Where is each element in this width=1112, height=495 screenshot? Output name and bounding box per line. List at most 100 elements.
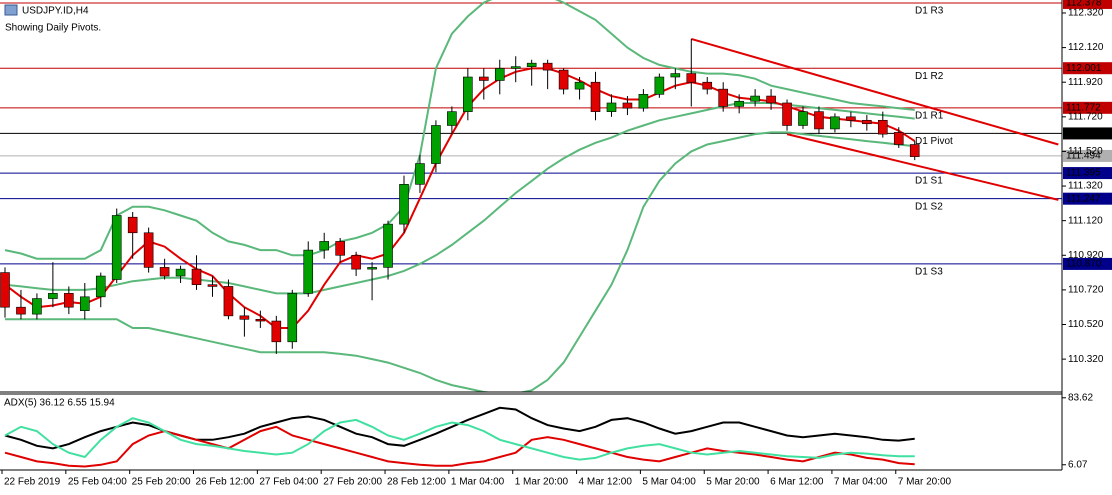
candle-body	[734, 100, 744, 107]
pivot-label: 111.772	[1066, 102, 1101, 113]
candle-body	[798, 111, 808, 126]
candle-body	[335, 241, 345, 256]
price-plot	[0, 0, 1062, 392]
overlay: 111.494 D1 R3 112.378 D1 R2 112.001 D1 R1 111.…	[915, 0, 1112, 278]
candle-body	[303, 249, 314, 294]
current-price-box	[1063, 149, 1112, 162]
x-tick-label: 4 Mar 12:00	[579, 477, 633, 488]
pivot-name: D1 R3	[915, 6, 944, 17]
candle-body	[526, 62, 537, 67]
y-tick-label: 111.320	[1068, 181, 1103, 192]
candle-body	[255, 319, 266, 322]
candle-body	[814, 111, 824, 130]
adx-plot	[4, 406, 915, 468]
candle-body	[686, 73, 697, 83]
candle-body	[558, 69, 569, 90]
candle-body	[64, 293, 74, 308]
x-tick-label: 27 Feb 20:00	[323, 477, 382, 488]
y-tick-label: 110.920	[1068, 250, 1104, 261]
candle-body	[750, 95, 760, 102]
x-tick-label: 6 Mar 12:00	[770, 477, 824, 488]
y-tick-label: 111.520	[1068, 146, 1103, 157]
pivot-label: 112.001	[1066, 63, 1102, 74]
candle-body	[95, 275, 106, 298]
candle-body	[351, 254, 361, 270]
candle-body	[463, 76, 473, 112]
y-tick-label: 6.07	[1068, 459, 1088, 470]
candle-body	[590, 81, 601, 112]
x-tick-label: 26 Feb 12:00	[196, 477, 255, 488]
pivot-name: D1 R2	[915, 71, 944, 82]
x-tick-label: 7 Mar 20:00	[898, 477, 952, 488]
candle-body	[80, 296, 90, 311]
pivot-label: 112.378	[1066, 0, 1102, 9]
candle-body	[159, 267, 170, 277]
pivot-name: D1 S2	[915, 201, 943, 212]
candle-body	[367, 267, 377, 270]
candle-body	[718, 88, 729, 107]
pivot-box	[1063, 101, 1112, 114]
candle-body	[16, 306, 26, 315]
adx-line	[4, 417, 915, 461]
pivot-label: 111.624	[1066, 128, 1101, 139]
adx-line	[4, 425, 915, 468]
candle-body	[654, 76, 665, 95]
candle-body	[702, 81, 713, 90]
pivot-name: D1 S1	[915, 176, 943, 187]
candle-body	[494, 68, 505, 81]
candle-body	[877, 119, 888, 135]
candle-body	[111, 215, 122, 280]
x-tick-label: 25 Feb 04:00	[68, 477, 127, 488]
candle-body	[207, 284, 218, 287]
x-tick-label: 22 Feb 2019	[4, 477, 61, 488]
y-tick-label: 110.720	[1068, 285, 1104, 296]
trend-line	[691, 37, 1059, 146]
candle-body	[271, 320, 282, 343]
x-tick-label: 5 Mar 20:00	[706, 477, 760, 488]
candle-body	[223, 286, 234, 317]
trend-line	[786, 133, 1059, 201]
candle-body	[48, 293, 58, 299]
indicator-line	[4, 0, 915, 260]
candle-body	[319, 241, 330, 251]
y-tick-label: 111.120	[1068, 215, 1103, 226]
pivot-box	[1063, 257, 1112, 270]
pivot-box	[1063, 127, 1112, 140]
pivot-box	[1063, 0, 1112, 9]
candle-body	[766, 95, 776, 104]
x-tick-label: 1 Mar 04:00	[451, 477, 505, 488]
candle-body	[191, 268, 202, 285]
candle-body	[143, 232, 154, 268]
x-tick-label: 1 Mar 20:00	[515, 477, 569, 488]
candle-body	[622, 102, 633, 109]
y-tick-label: 83.62	[1068, 392, 1093, 403]
candle-body	[782, 102, 792, 126]
candle-body	[830, 116, 840, 130]
candle-body	[447, 111, 457, 126]
candle-body	[638, 94, 649, 109]
y-tick-label: 112.120	[1068, 42, 1104, 53]
candle-body	[478, 76, 489, 81]
symbol-icon	[4, 4, 18, 16]
y-tick-label: 111.720	[1068, 111, 1103, 122]
pivot-label: 110.870	[1066, 259, 1102, 270]
pivot-label: 111.395	[1066, 168, 1101, 179]
pivot-name: D1 Pivot	[915, 136, 953, 147]
pivot-label: 111.247	[1066, 193, 1101, 204]
x-tick-label: 27 Feb 04:00	[259, 477, 318, 488]
candle-body	[32, 298, 42, 315]
pivot-box	[1063, 192, 1112, 205]
x-tick-label: 25 Feb 20:00	[132, 477, 191, 488]
chart-title: USDJPY.ID,H4	[22, 6, 89, 17]
candle-body	[287, 293, 298, 343]
indicator-line	[5, 131, 915, 392]
candle-body	[862, 119, 872, 125]
pivot-name: D1 R1	[915, 110, 944, 121]
y-tick-label: 110.320	[1068, 354, 1104, 365]
candle-body	[383, 223, 393, 268]
pivot-name: D1 S3	[915, 267, 943, 278]
indicator-line	[4, 67, 916, 329]
y-tick-label: 112.320	[1068, 8, 1104, 19]
